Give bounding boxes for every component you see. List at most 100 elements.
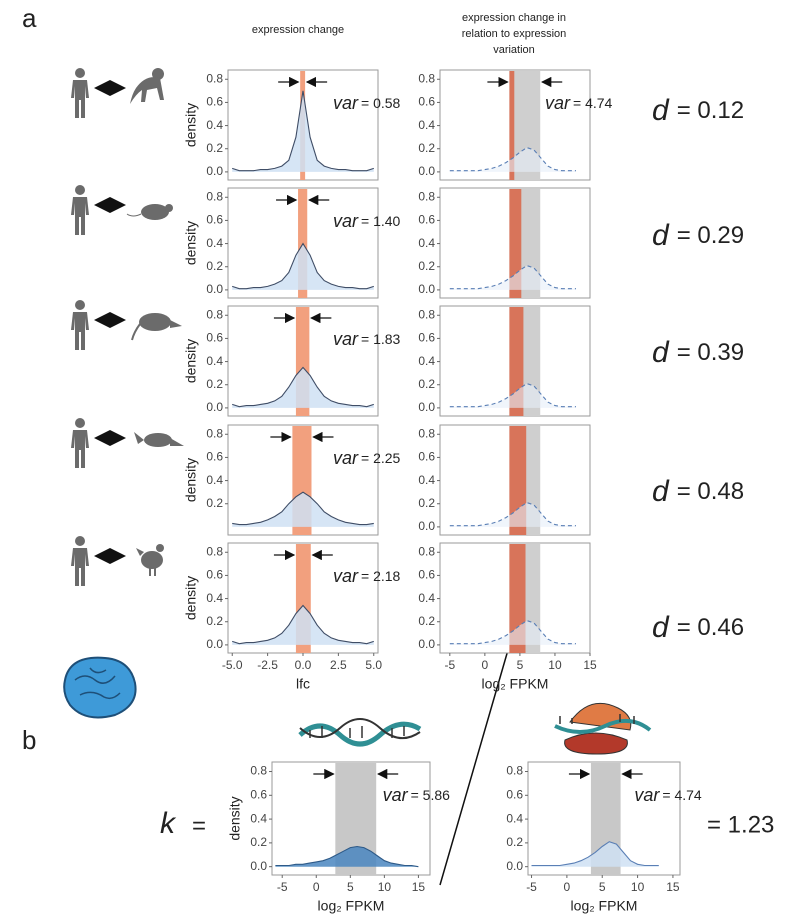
x-tick-label: 15 [583, 658, 597, 672]
x-tick-label: 5.0 [365, 658, 382, 672]
x-tick-label: -5 [277, 880, 288, 894]
y-tick-label: 0.6 [418, 568, 435, 582]
x-tick-label: 5 [517, 658, 524, 672]
variance-annotation: var = 2.25 [333, 448, 401, 468]
y-tick-label: 0.2 [206, 614, 223, 628]
y-tick-label: 0.6 [506, 787, 523, 801]
density-line [449, 146, 576, 172]
variance-symbol: var [333, 211, 359, 231]
density-line [275, 845, 419, 868]
x-tick-label: 15 [412, 880, 426, 894]
d-symbol: d [652, 336, 670, 369]
d-text: = 0.46 [677, 614, 744, 641]
divider [439, 649, 509, 886]
density-area [449, 502, 576, 527]
y-tick-label: 0.8 [418, 71, 435, 85]
y-tick-label: 0.4 [418, 591, 435, 605]
x-tick-label: 5 [347, 880, 354, 894]
x-tick-label: 2.5 [330, 658, 347, 672]
y-tick-label: 0.2 [418, 259, 435, 273]
y-tick-label: 0.6 [206, 95, 223, 109]
variance-text: = 4.74 [573, 95, 613, 111]
y-tick-label: 0.8 [206, 426, 223, 440]
d-value: d = 0.12 [652, 94, 744, 127]
ribosome-icon [554, 702, 652, 755]
d-value: d = 0.48 [652, 475, 744, 508]
x-tick-label: 15 [666, 880, 680, 894]
density-area [449, 383, 576, 408]
y-tick-label: 0.4 [250, 811, 267, 825]
panel-label: b [22, 725, 36, 755]
density-area [232, 367, 374, 408]
y-tick-label: 0.2 [206, 141, 223, 155]
y-tick-label: 0.8 [418, 307, 435, 321]
density-area [232, 243, 374, 290]
y-tick-label: 0.8 [506, 764, 523, 778]
variance-symbol: var [383, 785, 409, 805]
y-tick-label: 0.4 [418, 118, 435, 132]
y-tick-label: 0.8 [418, 189, 435, 203]
y-axis-label: density [227, 796, 243, 840]
y-tick-label: 0.6 [418, 95, 435, 109]
column-title: expression change [252, 24, 344, 36]
column-title: variation [493, 44, 535, 56]
y-tick-label: 0.8 [418, 426, 435, 440]
density-line [449, 619, 576, 645]
species-icons [71, 68, 184, 586]
variance-symbol: var [545, 93, 571, 113]
variance-text: = 2.25 [361, 450, 401, 466]
variance-symbol: var [333, 93, 359, 113]
y-tick-label: 0.2 [506, 835, 523, 849]
y-tick-label: 0.6 [206, 213, 223, 227]
variance-annotation: var = 0.58 [333, 93, 401, 113]
y-tick-label: 0.2 [250, 835, 267, 849]
variance-annotation: var = 4.74 [545, 93, 613, 113]
density-line [232, 90, 374, 172]
brain-icon [63, 656, 137, 719]
y-tick-label: 0.4 [206, 591, 223, 605]
x-tick-label: 0 [564, 880, 571, 894]
y-axis-label: density [183, 103, 199, 147]
y-tick-label: 0.6 [206, 568, 223, 582]
variance-annotation: var = 4.74 [634, 785, 702, 805]
y-tick-label: 0.0 [206, 164, 223, 178]
variance-symbol: var [333, 329, 359, 349]
density-area [531, 841, 659, 867]
density-line [531, 841, 659, 867]
d-text: = 0.48 [677, 478, 744, 505]
x-axis-label: log₂ FPKM [318, 898, 385, 914]
y-tick-label: 0.4 [418, 473, 435, 487]
k-result: = 1.23 [707, 811, 774, 838]
x-tick-label: 10 [631, 880, 645, 894]
y-tick-label: 0.2 [418, 496, 435, 510]
variance-annotation: var = 1.40 [333, 211, 401, 231]
variance-symbol: var [333, 448, 359, 468]
d-symbol: d [652, 219, 670, 252]
y-tick-label: 0.0 [418, 637, 435, 651]
y-tick-label: 0.0 [250, 859, 267, 873]
y-axis-label: density [183, 339, 199, 383]
y-tick-label: 0.4 [206, 236, 223, 250]
panel-label: a [22, 3, 37, 33]
y-tick-label: 0.2 [206, 377, 223, 391]
density-line [232, 604, 374, 645]
y-tick-label: 0.4 [418, 354, 435, 368]
variance-text: = 4.74 [662, 787, 702, 803]
y-tick-label: 0.0 [418, 400, 435, 414]
y-tick-label: 0.8 [206, 189, 223, 203]
d-text: = 0.12 [677, 97, 744, 124]
density-line [449, 501, 576, 527]
y-tick-label: 0.0 [206, 637, 223, 651]
variance-symbol: var [333, 566, 359, 586]
density-area [232, 492, 374, 527]
variance-annotation: var = 5.86 [383, 785, 451, 805]
density-area [232, 90, 374, 172]
y-tick-label: 0.2 [206, 496, 223, 510]
d-text: = 0.29 [677, 222, 744, 249]
y-tick-label: 0.6 [418, 450, 435, 464]
density-line [232, 491, 374, 526]
density-area [449, 620, 576, 645]
density-area [449, 147, 576, 172]
x-tick-label: 10 [378, 880, 392, 894]
variance-text: = 0.58 [361, 95, 401, 111]
